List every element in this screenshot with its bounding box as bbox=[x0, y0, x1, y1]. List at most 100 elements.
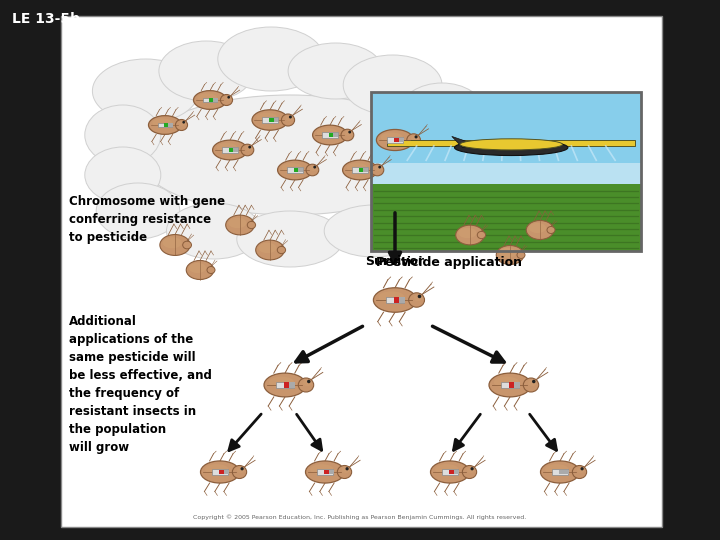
Circle shape bbox=[228, 96, 230, 99]
Bar bbox=[168, 123, 173, 127]
Ellipse shape bbox=[258, 242, 276, 253]
Bar bbox=[276, 382, 294, 388]
Ellipse shape bbox=[456, 225, 485, 245]
Ellipse shape bbox=[189, 263, 206, 273]
Bar bbox=[387, 137, 403, 143]
Ellipse shape bbox=[343, 55, 442, 115]
Circle shape bbox=[378, 166, 381, 168]
Bar bbox=[371, 92, 641, 184]
Ellipse shape bbox=[317, 128, 338, 137]
Text: Survivor: Survivor bbox=[366, 255, 425, 268]
Polygon shape bbox=[452, 137, 485, 147]
Bar bbox=[229, 148, 233, 152]
Ellipse shape bbox=[338, 465, 351, 478]
Ellipse shape bbox=[374, 288, 417, 312]
Ellipse shape bbox=[528, 380, 536, 386]
Ellipse shape bbox=[256, 113, 278, 123]
Bar bbox=[209, 98, 213, 102]
Ellipse shape bbox=[288, 43, 383, 99]
Ellipse shape bbox=[264, 373, 306, 397]
Circle shape bbox=[248, 146, 251, 148]
Ellipse shape bbox=[159, 41, 254, 101]
Ellipse shape bbox=[233, 465, 247, 478]
Ellipse shape bbox=[237, 467, 245, 473]
Ellipse shape bbox=[252, 110, 288, 130]
Bar bbox=[552, 469, 569, 475]
Text: Additional
applications of the
same pesticide will
be less effective, and
the fr: Additional applications of the same pest… bbox=[69, 315, 212, 454]
Ellipse shape bbox=[343, 160, 377, 180]
Ellipse shape bbox=[160, 234, 190, 255]
Ellipse shape bbox=[312, 125, 347, 145]
Bar bbox=[399, 138, 404, 142]
Bar bbox=[289, 382, 294, 388]
Bar bbox=[454, 470, 459, 475]
Bar bbox=[274, 118, 279, 122]
Ellipse shape bbox=[282, 114, 294, 126]
Ellipse shape bbox=[346, 163, 367, 172]
Ellipse shape bbox=[435, 464, 459, 475]
Ellipse shape bbox=[577, 467, 585, 473]
Ellipse shape bbox=[282, 163, 302, 172]
Bar bbox=[359, 168, 364, 172]
Ellipse shape bbox=[237, 211, 343, 267]
Ellipse shape bbox=[225, 215, 254, 235]
Bar bbox=[371, 92, 641, 251]
Ellipse shape bbox=[212, 140, 248, 160]
Ellipse shape bbox=[197, 93, 217, 102]
Ellipse shape bbox=[342, 467, 350, 473]
Ellipse shape bbox=[409, 293, 425, 307]
Ellipse shape bbox=[148, 116, 181, 134]
Ellipse shape bbox=[310, 166, 317, 171]
Ellipse shape bbox=[545, 464, 569, 475]
Circle shape bbox=[532, 380, 536, 383]
Bar bbox=[508, 382, 514, 388]
Bar bbox=[371, 184, 641, 251]
Ellipse shape bbox=[528, 223, 546, 233]
Bar bbox=[294, 168, 299, 172]
Ellipse shape bbox=[298, 378, 314, 392]
Ellipse shape bbox=[462, 465, 477, 478]
Ellipse shape bbox=[379, 292, 405, 303]
Bar bbox=[371, 164, 641, 195]
Bar bbox=[323, 132, 338, 138]
Ellipse shape bbox=[92, 59, 199, 123]
Bar bbox=[353, 167, 367, 173]
Ellipse shape bbox=[375, 166, 382, 171]
Bar bbox=[564, 470, 569, 475]
Bar bbox=[158, 123, 172, 127]
Text: Copyright © 2005 Pearson Education, Inc. Publishing as Pearson Benjamin Cummings: Copyright © 2005 Pearson Education, Inc.… bbox=[194, 515, 526, 521]
Ellipse shape bbox=[477, 231, 485, 239]
Bar bbox=[514, 382, 520, 388]
Bar bbox=[61, 16, 662, 526]
Ellipse shape bbox=[85, 105, 161, 165]
Ellipse shape bbox=[371, 164, 384, 176]
Circle shape bbox=[313, 166, 316, 168]
Ellipse shape bbox=[489, 373, 531, 397]
Bar bbox=[212, 469, 228, 475]
Bar bbox=[386, 297, 405, 303]
Ellipse shape bbox=[400, 83, 484, 139]
Ellipse shape bbox=[494, 376, 519, 388]
Ellipse shape bbox=[400, 163, 484, 219]
Bar bbox=[501, 382, 519, 388]
Ellipse shape bbox=[241, 144, 253, 156]
Text: Chromosome with gene
conferring resistance
to pesticide: Chromosome with gene conferring resistan… bbox=[69, 195, 225, 244]
Ellipse shape bbox=[153, 118, 172, 127]
Bar bbox=[559, 470, 564, 475]
Bar bbox=[299, 168, 303, 172]
Bar bbox=[400, 297, 405, 303]
Bar bbox=[219, 470, 224, 475]
Bar bbox=[329, 470, 334, 475]
Ellipse shape bbox=[306, 164, 319, 176]
Bar bbox=[449, 470, 454, 475]
Ellipse shape bbox=[207, 267, 215, 273]
Ellipse shape bbox=[218, 27, 324, 91]
Ellipse shape bbox=[572, 465, 587, 478]
Circle shape bbox=[580, 467, 584, 470]
Ellipse shape bbox=[269, 376, 294, 388]
Ellipse shape bbox=[523, 378, 539, 392]
Bar bbox=[262, 117, 278, 123]
Bar bbox=[364, 168, 368, 172]
Ellipse shape bbox=[186, 260, 214, 280]
Ellipse shape bbox=[286, 116, 293, 121]
